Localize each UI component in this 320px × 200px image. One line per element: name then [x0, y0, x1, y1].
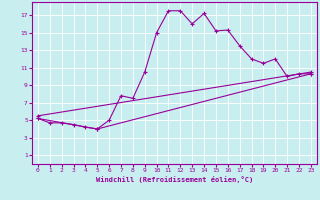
X-axis label: Windchill (Refroidissement éolien,°C): Windchill (Refroidissement éolien,°C): [96, 176, 253, 183]
